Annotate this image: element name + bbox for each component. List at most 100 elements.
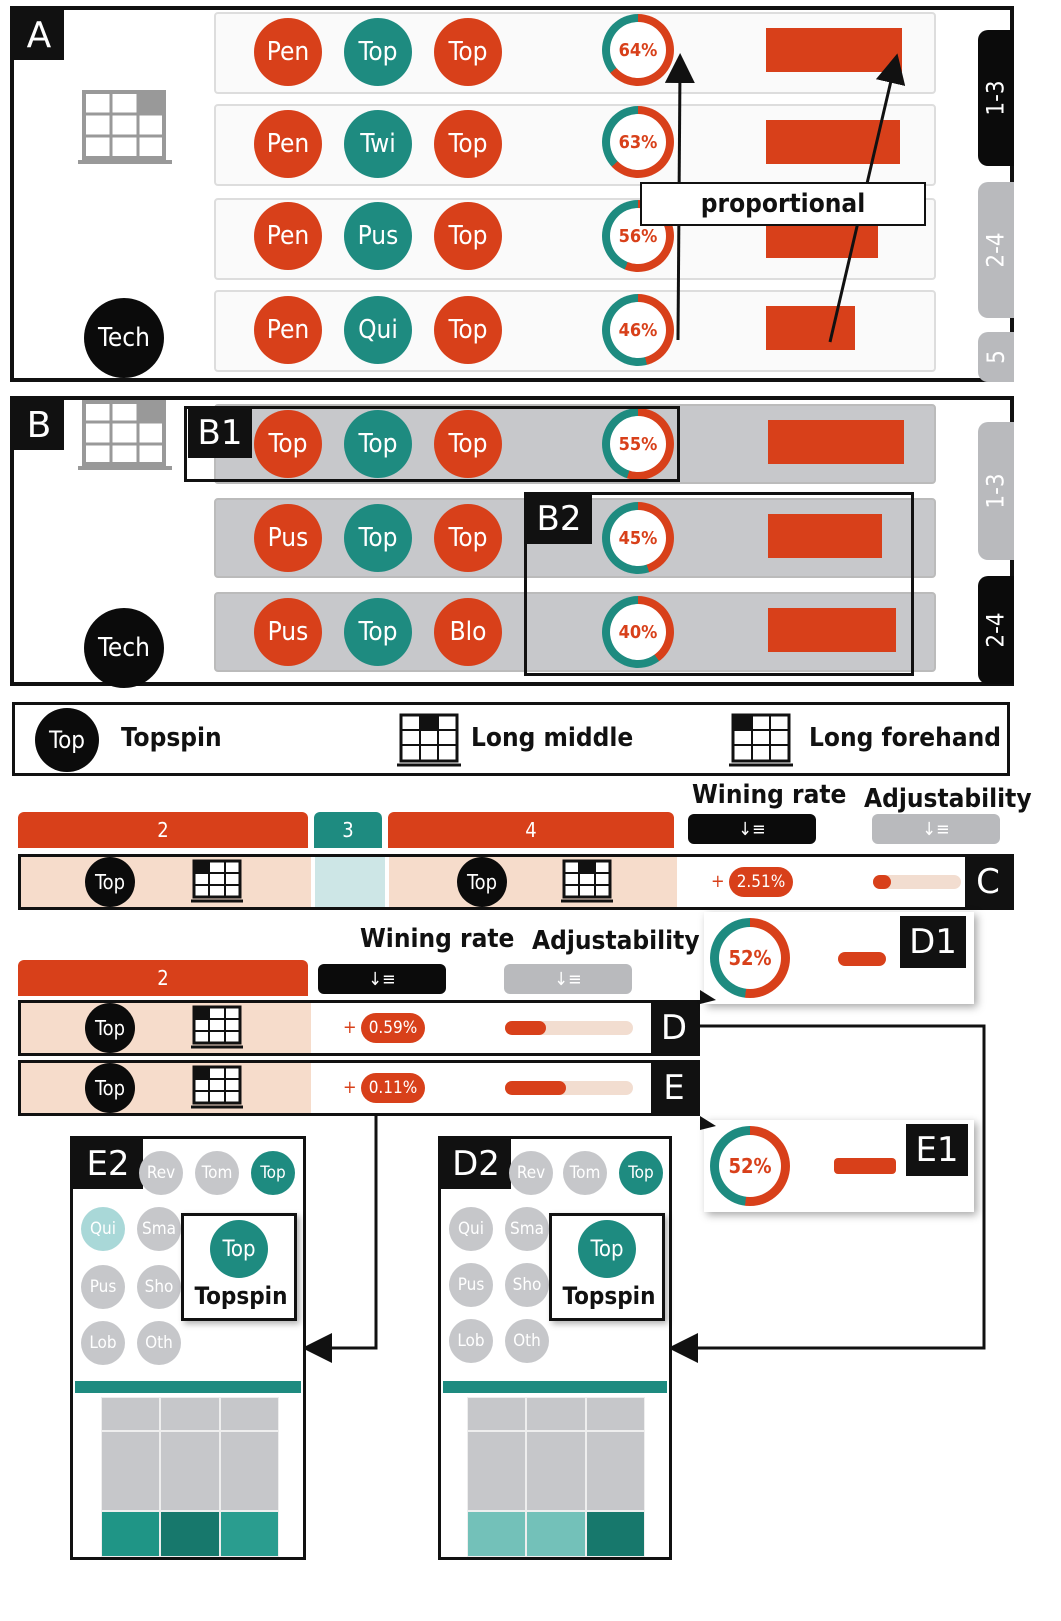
column-header-2[interactable]: 2 bbox=[18, 812, 308, 848]
stroke-option[interactable]: Tom bbox=[195, 1151, 239, 1195]
stroke-option[interactable]: Qui bbox=[449, 1207, 493, 1251]
court-cell[interactable] bbox=[101, 1397, 160, 1431]
panel-b: B Tech Top Top Top 55% Pus Top Top 45% P… bbox=[10, 396, 1014, 688]
stroke-option[interactable]: Tom bbox=[563, 1151, 607, 1195]
win-rate-ring: 40% bbox=[602, 596, 674, 668]
stroke-circle[interactable]: Blo bbox=[434, 598, 502, 666]
stroke-option[interactable]: Oth bbox=[137, 1321, 181, 1365]
win-rate-label: 46% bbox=[610, 302, 666, 358]
stroke-option[interactable]: Sho bbox=[505, 1263, 549, 1307]
stroke-option[interactable]: Sho bbox=[137, 1265, 181, 1309]
stroke-option[interactable]: Oth bbox=[505, 1319, 549, 1363]
court-cell[interactable] bbox=[467, 1431, 526, 1511]
tab-5[interactable]: 5 bbox=[978, 332, 1014, 382]
sort-adjustability-button[interactable]: ↓≡ bbox=[872, 814, 1000, 844]
stroke-circle[interactable]: Pen bbox=[254, 202, 322, 270]
stroke-circle[interactable]: Top bbox=[344, 598, 412, 666]
tab-2-4[interactable]: 2-4 bbox=[978, 182, 1014, 318]
tab-2-4[interactable]: 2-4 bbox=[978, 576, 1014, 684]
long-middle-grid-icon bbox=[191, 859, 243, 903]
court-cell[interactable] bbox=[101, 1431, 160, 1511]
tech-node-b[interactable]: Tech bbox=[84, 608, 164, 688]
court-cell[interactable] bbox=[586, 1397, 645, 1431]
d2-tag: D2 bbox=[441, 1139, 511, 1189]
stroke-option[interactable]: Lob bbox=[449, 1319, 493, 1363]
court-cell[interactable] bbox=[220, 1397, 279, 1431]
stroke-circle[interactable]: Pen bbox=[254, 296, 322, 364]
b1-tag: B1 bbox=[188, 408, 252, 458]
row-e[interactable]: Top + 0.11% E bbox=[18, 1060, 700, 1116]
stroke-circle[interactable]: Top bbox=[434, 18, 502, 86]
adjustability-fill bbox=[873, 875, 891, 889]
stroke-option[interactable]: Qui bbox=[81, 1207, 125, 1251]
court-cell[interactable] bbox=[467, 1397, 526, 1431]
panel-b-tag: B bbox=[14, 400, 64, 450]
court-cell[interactable] bbox=[160, 1511, 220, 1557]
win-rate-ring: 63% bbox=[602, 106, 674, 178]
row-c-tag: C bbox=[965, 857, 1011, 907]
stroke-circle[interactable]: Pen bbox=[254, 110, 322, 178]
stroke-circle[interactable]: Top bbox=[254, 410, 322, 478]
stroke-option[interactable]: Sma bbox=[505, 1207, 549, 1251]
stroke-circle[interactable]: Top bbox=[344, 504, 412, 572]
stroke-circle[interactable]: Pus bbox=[254, 504, 322, 572]
stroke-circle[interactable]: Top bbox=[344, 410, 412, 478]
stroke-circle[interactable]: Top bbox=[434, 504, 502, 572]
stroke-circle[interactable]: Top bbox=[434, 202, 502, 270]
row-d-tag: D bbox=[651, 1003, 697, 1053]
panel-a: A Tech Pen Top Top 64% Pen Twi Top 63% P… bbox=[10, 6, 1014, 382]
d2-tooltip: Top Topspin bbox=[549, 1213, 665, 1321]
stroke-circle[interactable]: Pus bbox=[344, 202, 412, 270]
stroke-circle[interactable]: Qui bbox=[344, 296, 412, 364]
plus-sign: + bbox=[343, 1077, 357, 1098]
court-cell[interactable] bbox=[220, 1431, 279, 1511]
stroke-circle[interactable]: Top bbox=[434, 410, 502, 478]
stroke-option[interactable]: Pus bbox=[81, 1265, 125, 1309]
stroke-option-selected[interactable]: Top bbox=[619, 1151, 663, 1195]
court-cell[interactable] bbox=[160, 1397, 220, 1431]
e2-tooltip: Top Topspin bbox=[181, 1213, 297, 1321]
long-middle-grid-icon bbox=[397, 713, 461, 767]
win-rate-label: 40% bbox=[610, 604, 666, 660]
court-cell[interactable] bbox=[526, 1431, 586, 1511]
stroke-option-selected[interactable]: Top bbox=[251, 1151, 295, 1195]
court-cell[interactable] bbox=[526, 1511, 586, 1557]
sort-adjustability-button[interactable]: ↓≡ bbox=[504, 964, 632, 994]
tech-node-a[interactable]: Tech bbox=[84, 298, 164, 378]
column-header-4[interactable]: 4 bbox=[388, 812, 674, 848]
long-forehand-grid-icon bbox=[191, 1005, 243, 1049]
column-header-2[interactable]: 2 bbox=[18, 960, 308, 996]
sort-winning-rate-button[interactable]: ↓≡ bbox=[318, 964, 446, 994]
stroke-option[interactable]: Pus bbox=[449, 1263, 493, 1307]
stroke-circle[interactable]: Top bbox=[434, 296, 502, 364]
plus-sign: + bbox=[343, 1017, 357, 1038]
legend-long-middle-label: Long middle bbox=[471, 723, 634, 753]
column-header-3[interactable]: 3 bbox=[314, 812, 382, 848]
stroke-option[interactable]: Rev bbox=[139, 1151, 183, 1195]
row-c[interactable]: Top Top + 2.51% C bbox=[18, 854, 1014, 910]
court-cell[interactable] bbox=[101, 1511, 160, 1557]
stroke-circle[interactable]: Twi bbox=[344, 110, 412, 178]
topspin-legend-icon: Top bbox=[35, 708, 99, 772]
court-cell[interactable] bbox=[526, 1397, 586, 1431]
court-cell[interactable] bbox=[586, 1511, 645, 1557]
court-cell[interactable] bbox=[220, 1511, 279, 1557]
row-d[interactable]: Top + 0.59% D bbox=[18, 1000, 700, 1056]
stroke-circle[interactable]: Top bbox=[344, 18, 412, 86]
stroke-option[interactable]: Lob bbox=[81, 1321, 125, 1365]
adjustability-bar bbox=[505, 1021, 633, 1035]
stroke-option[interactable]: Sma bbox=[137, 1207, 181, 1251]
legend-long-forehand-label: Long forehand bbox=[809, 723, 1002, 753]
court-cell[interactable] bbox=[160, 1431, 220, 1511]
stroke-option[interactable]: Rev bbox=[509, 1151, 553, 1195]
tab-1-3[interactable]: 1-3 bbox=[978, 422, 1014, 560]
stroke-circle[interactable]: Pen bbox=[254, 18, 322, 86]
tab-1-3[interactable]: 1-3 bbox=[978, 30, 1014, 166]
court-cell[interactable] bbox=[586, 1431, 645, 1511]
court-divider-bar bbox=[75, 1381, 301, 1393]
sort-winning-rate-button[interactable]: ↓≡ bbox=[688, 814, 816, 844]
stroke-circle[interactable]: Pus bbox=[254, 598, 322, 666]
win-rate-ring: 64% bbox=[602, 14, 674, 86]
court-cell[interactable] bbox=[467, 1511, 526, 1557]
stroke-circle[interactable]: Top bbox=[434, 110, 502, 178]
